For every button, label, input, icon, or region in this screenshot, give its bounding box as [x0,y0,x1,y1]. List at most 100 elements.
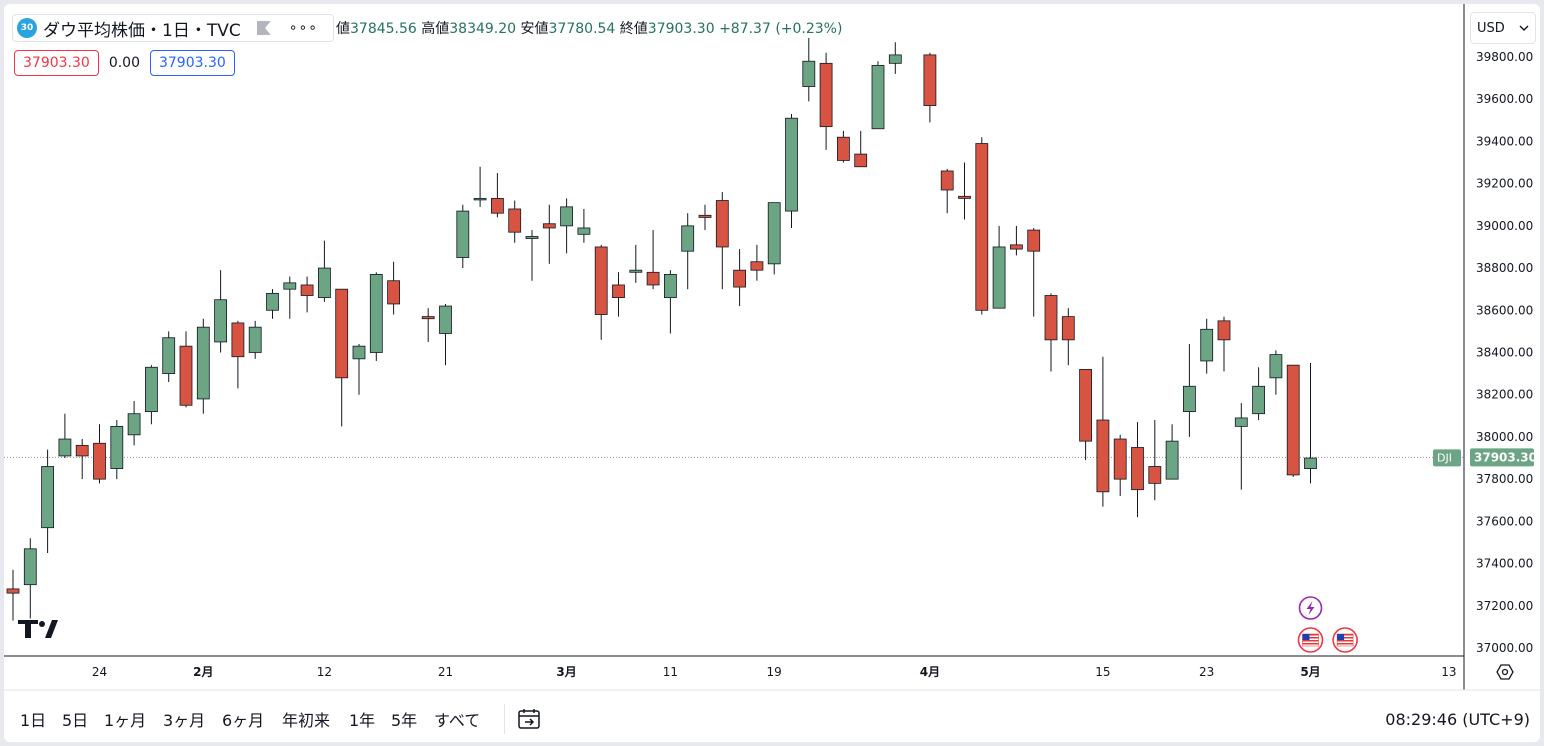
candle [196,318,210,414]
candle-body [1113,438,1127,480]
clock-timezone[interactable]: 08:29:46 (UTC+9) [1385,709,1530,729]
date-range-icon[interactable] [516,706,542,732]
open-label: 値 [336,21,350,37]
candle-body [162,337,176,375]
candle [1113,434,1127,497]
symbol-tag-bg [1433,449,1461,467]
range-1m-button[interactable]: 1ヶ月 [104,711,147,730]
candle [1269,350,1283,395]
us-flag-icon[interactable] [1297,627,1324,653]
y-tick-label: 38600.00 [1476,303,1533,317]
flag-icon[interactable] [256,21,271,35]
candle-body [110,425,124,469]
candle [179,331,193,408]
range-ytd-button[interactable]: 年初来 [282,711,331,730]
range-3m-button[interactable]: 3ヶ月 [163,711,206,730]
candle [612,272,625,317]
candle-body [439,305,452,334]
candle-body [300,284,314,296]
candle-body [681,225,695,252]
candle [1234,403,1248,490]
us-flag-icon[interactable] [1332,627,1358,653]
candle [248,320,262,359]
candle [542,204,556,264]
candle-body [750,261,764,271]
axis-settings-icon[interactable] [1496,664,1514,680]
candle [1304,363,1317,484]
x-tick-label: 23 [1199,665,1214,679]
symbol-title[interactable]: ダウ平均株価・1日・TVC [43,20,241,41]
range-5y-button[interactable]: 5年 [391,711,418,730]
candle-body [837,136,850,161]
candle [802,38,816,102]
candle-body [923,54,937,106]
candlestick-chart[interactable]: 37000.00 37200.00 37400.00 37600.00 37800.00… [4,4,1540,742]
buy-price-button[interactable]: 37903.30 [149,50,235,76]
candle-body [785,117,798,212]
range-5d-button[interactable]: 5日 [62,711,89,730]
toolbar-divider [504,704,505,734]
candle [127,401,141,446]
tradingview-logo[interactable] [18,620,58,638]
range-1d-button[interactable]: 1日 [20,711,47,730]
candle-body [612,284,625,299]
range-6m-button[interactable]: 6ヶ月 [222,711,265,730]
candle [6,569,20,621]
candle [439,303,452,366]
candle-body [23,548,37,586]
candle-body [1061,316,1075,341]
candle-body [1217,320,1231,341]
candle [300,276,314,313]
candle-body [179,345,193,406]
x-tick-label: 2月 [193,665,213,679]
range-1y-button[interactable]: 1年 [349,711,376,730]
candle [352,344,366,395]
candle [560,198,573,254]
candle [162,331,176,383]
sell-price-button[interactable]: 37903.30 [14,50,99,76]
candle [490,173,504,218]
candle-body [490,198,504,214]
candle-body [594,246,608,315]
candle [144,365,158,425]
symbol-tag: DJI [1437,451,1452,464]
open-value: 37845.56 [350,21,417,37]
lightning-icon[interactable] [1298,596,1323,620]
candle [664,270,677,334]
more-icon[interactable]: ∘∘∘ [288,20,318,36]
candle-body [1096,419,1110,493]
candle-body [1286,364,1300,476]
candle-body [1044,295,1058,341]
low-label: 安値 [520,21,549,37]
candle [387,261,401,315]
candle-body [767,202,781,265]
change-value: +87.37 (+0.23%) [719,21,843,37]
candle-body [231,322,245,358]
candle [525,230,539,281]
x-tick-label: 24 [92,665,107,679]
currency-select[interactable]: USD [1470,12,1536,44]
candle-body [1165,440,1179,480]
y-tick-label: 38800.00 [1476,261,1533,275]
candle [975,137,989,315]
candle-body [958,195,971,199]
candle-body [1010,244,1023,250]
y-tick-label: 37200.00 [1476,599,1533,613]
candle [1217,316,1231,372]
candle-body [6,588,20,594]
candle [1027,227,1041,317]
candle-body [266,292,279,311]
candle-body [473,198,487,201]
candle [767,202,781,275]
y-tick-label: 38200.00 [1476,388,1533,402]
chart-frame: 37000.00 37200.00 37400.00 37600.00 37800.00… [4,4,1540,742]
candle-body [664,274,677,299]
range-all-button[interactable]: すべて [434,711,481,730]
x-tick-label: 3月 [556,665,576,679]
candle-body [940,170,954,191]
symbol-legend[interactable]: 30 ダウ平均株価・1日・TVC ∘∘∘ [12,14,334,42]
candle [283,276,297,319]
candle-body [854,153,868,168]
candle [231,320,245,389]
y-tick-label: 37000.00 [1476,641,1533,655]
